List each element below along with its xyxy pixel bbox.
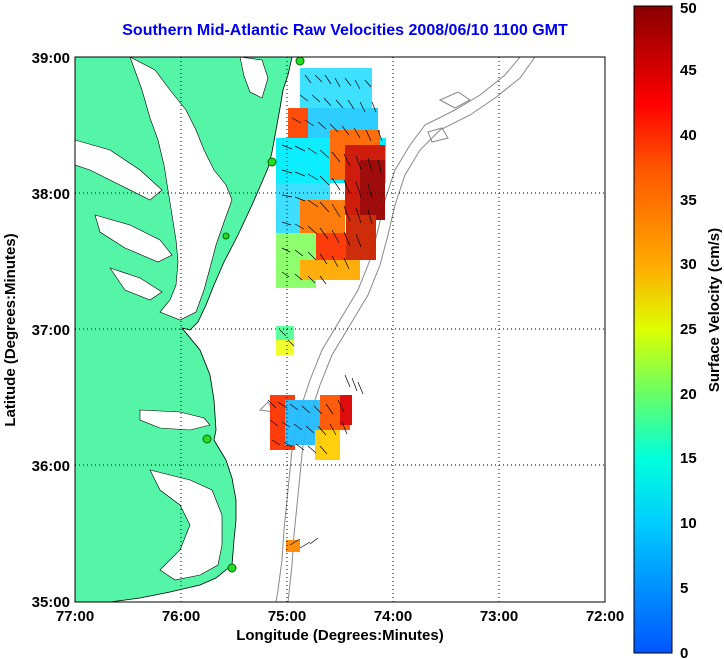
y-axis-ticks: 39:00 38:00 37:00 36:00 35:00 [32,50,70,611]
delaware-bay [239,57,269,99]
colorbar-tick-label: 40 [680,127,697,144]
colorbar-ticks: 0 5 10 15 20 25 30 35 40 45 50 [680,0,697,659]
chesapeake-bay [129,57,233,321]
y-tick-label: 35:00 [32,594,70,611]
x-tick-label: 74:00 [374,608,412,625]
land-mass [75,57,293,602]
bathymetry-contour [275,57,521,602]
x-tick-label: 75:00 [268,608,306,625]
y-tick-label: 38:00 [32,186,70,203]
river-inlet-1 [75,139,163,201]
colorbar-tick-label: 20 [680,386,697,403]
x-tick-label: 72:00 [586,608,624,625]
x-tick-label: 77:00 [56,608,94,625]
x-tick-label: 76:00 [162,608,200,625]
albemarle-sound [139,409,211,431]
river-inlet-3 [109,267,163,301]
map-title: Southern Mid-Atlantic Raw Velocities 200… [122,22,568,39]
colorbar-tick-label: 10 [680,515,697,532]
bathymetry-contour [287,57,536,602]
y-tick-label: 37:00 [32,322,70,339]
colorbar-tick-label: 5 [680,580,688,597]
colorbar-tick-label: 0 [680,645,688,659]
colorbar-tick-label: 30 [680,256,697,273]
pamlico-sound [149,469,223,581]
colorbar-label: Surface Velocity (cm/s) [706,228,723,392]
grid-lines [75,57,605,602]
colorbar-tick-label: 35 [680,192,697,209]
x-axis-label: Longitude (Degrees:Minutes) [236,627,444,644]
y-tick-label: 39:00 [32,50,70,67]
colorbar-tick-label: 15 [680,450,697,467]
x-axis-ticks: 77:00 76:00 75:00 74:00 73:00 72:00 [56,608,624,625]
radar-sites [202,57,305,573]
y-tick-label: 36:00 [32,458,70,475]
x-tick-label: 73:00 [480,608,518,625]
river-inlet-2 [94,214,173,263]
colorbar-tick-label: 45 [680,62,697,79]
y-axis-label: Latitude (Degrees:Minutes) [2,233,19,426]
colorbar-tick-label: 50 [680,0,697,17]
colorbar-tick-label: 25 [680,321,697,338]
colorbar [633,5,673,654]
velocity-vectors [267,74,383,549]
